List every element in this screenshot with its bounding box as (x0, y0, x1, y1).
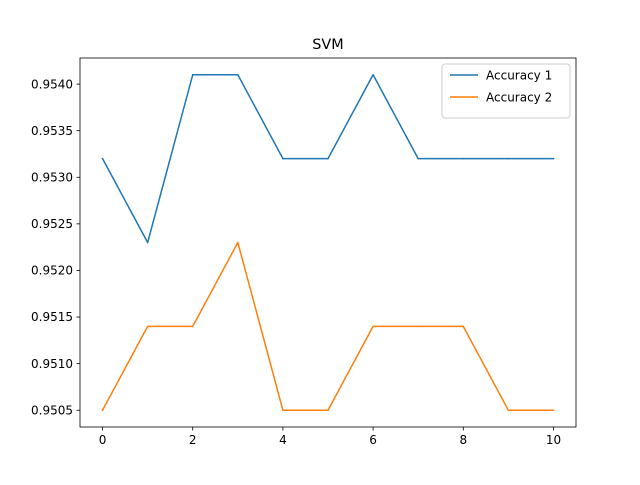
legend: Accuracy 1 Accuracy 2 (441, 63, 571, 119)
series-2-point-1 (146, 325, 149, 328)
series-2-point-10 (552, 409, 555, 412)
series-layer (101, 73, 555, 412)
x-tick-label: 4 (279, 433, 287, 447)
legend-label-1: Accuracy 1 (486, 68, 552, 82)
y-tick-label: 0.9525 (31, 217, 73, 231)
series-1-point-2 (191, 73, 194, 76)
series-2-point-6 (372, 325, 374, 328)
plot-frame (79, 57, 577, 428)
y-tick-label: 0.9540 (31, 77, 73, 91)
series-1-point-5 (327, 157, 329, 160)
series-1-point-8 (462, 157, 465, 160)
y-tick-label: 0.9505 (31, 403, 73, 417)
series-2-point-2 (191, 325, 194, 328)
series-1-point-10 (552, 157, 555, 160)
series-2-point-4 (282, 409, 284, 412)
series-1-point-3 (237, 73, 239, 76)
series-2-point-3 (237, 241, 239, 244)
chart-title: SVM (312, 37, 343, 53)
y-tick-label: 0.9510 (31, 357, 73, 371)
legend-label-2: Accuracy 2 (486, 90, 552, 104)
series-2 (101, 241, 555, 412)
x-tick-label: 0 (99, 433, 107, 447)
series-1-point-7 (417, 157, 419, 160)
series-2-point-5 (327, 409, 329, 412)
x-tick-label: 10 (546, 433, 561, 447)
y-tick-label: 0.9535 (31, 124, 73, 138)
y-axis-ticks: 0.9505 0.9510 0.9515 0.9520 0.9525 0.9530 0.95… (31, 77, 80, 417)
series-1 (101, 73, 555, 244)
y-tick-label: 0.9515 (31, 310, 73, 324)
series-2-point-0 (101, 409, 104, 412)
x-axis-ticks: 0 2 4 6 8 10 (99, 427, 561, 447)
series-2-point-8 (462, 325, 465, 328)
series-1-point-9 (507, 157, 510, 160)
y-tick-label: 0.9530 (31, 170, 73, 184)
x-tick-label: 6 (369, 433, 377, 447)
series-2-point-7 (417, 325, 419, 328)
series-1-point-6 (372, 73, 374, 76)
series-2-point-9 (507, 409, 510, 412)
legend-box (441, 63, 571, 119)
x-tick-label: 2 (189, 433, 197, 447)
series-1-point-1 (146, 241, 149, 244)
series-1-point-4 (282, 157, 284, 160)
x-tick-label: 8 (459, 433, 467, 447)
series-1-point-0 (101, 157, 104, 160)
y-tick-label: 0.9520 (31, 264, 73, 278)
